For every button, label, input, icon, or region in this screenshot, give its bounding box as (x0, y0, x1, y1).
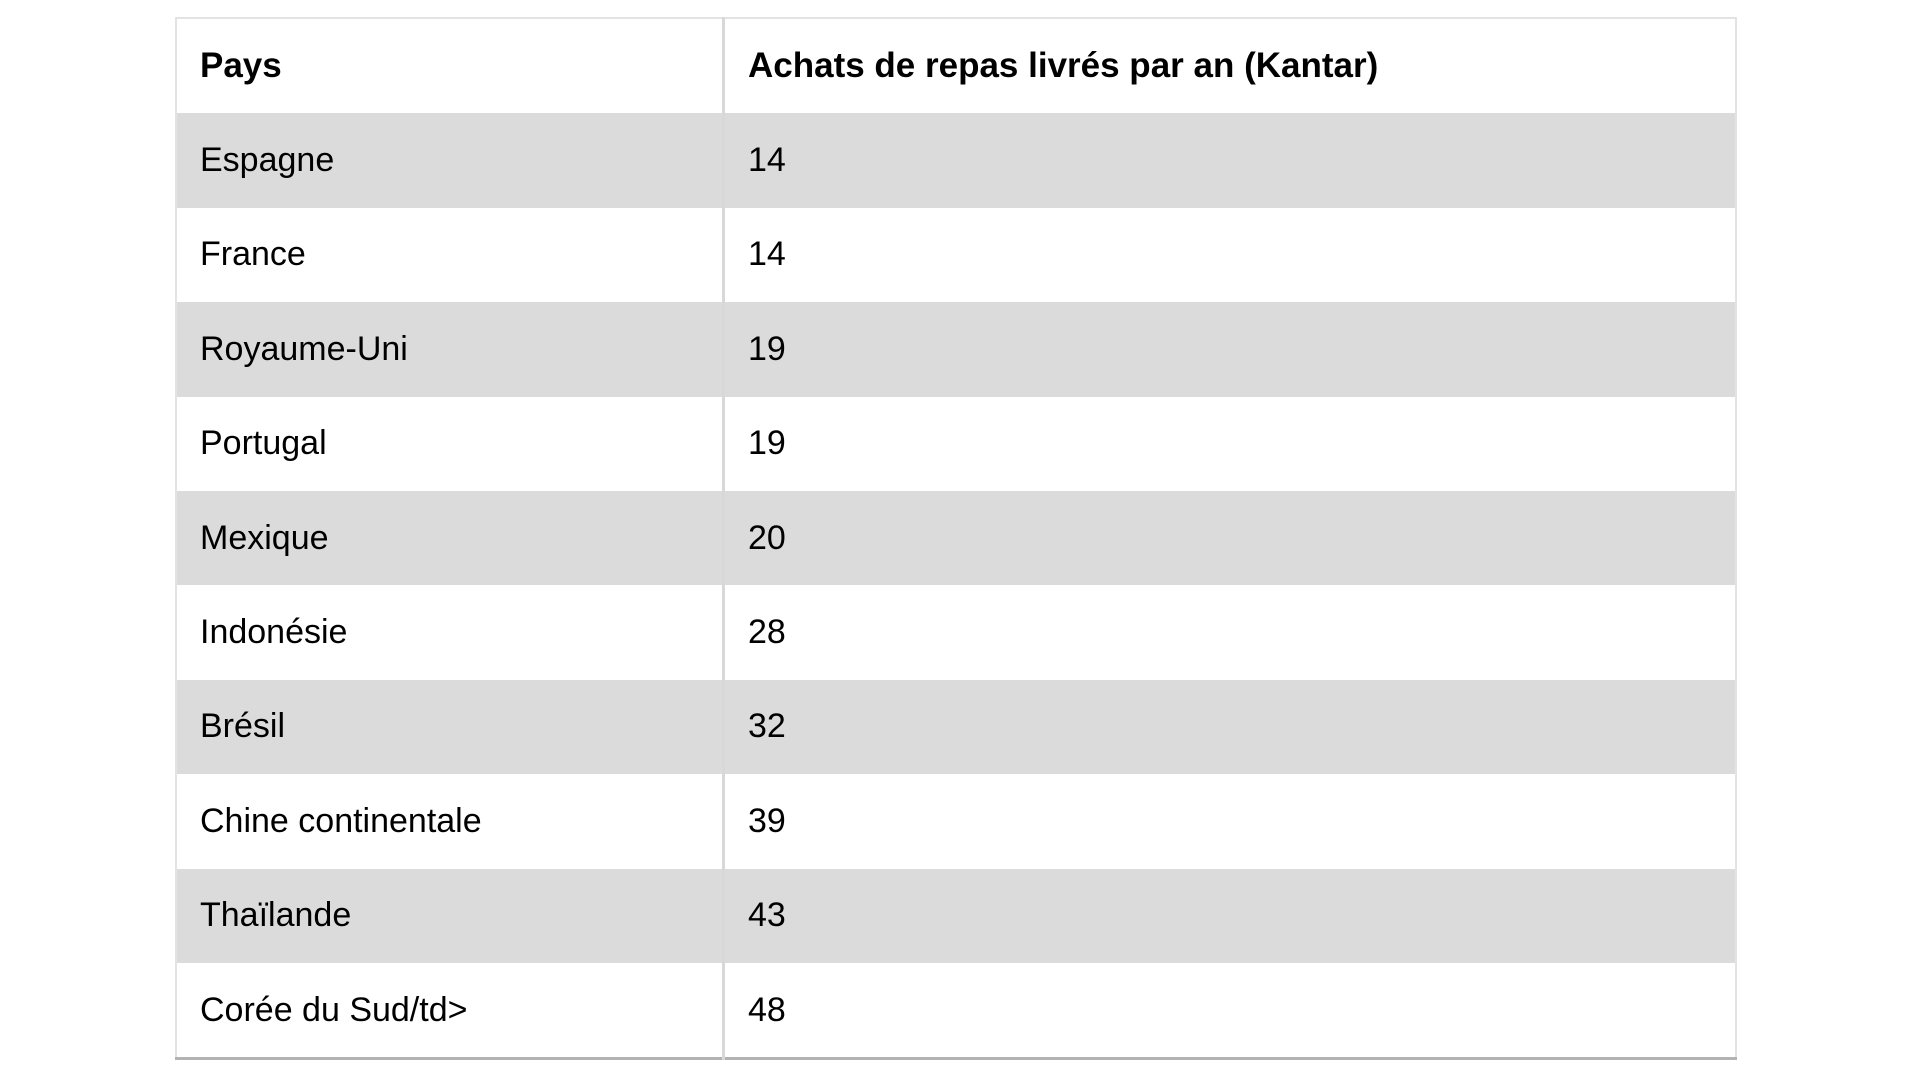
delivered-meals-table: Pays Achats de repas livrés par an (Kant… (175, 17, 1737, 1061)
table-row: Chine continentale 39 (176, 774, 1736, 869)
value-cell: 20 (723, 490, 1736, 586)
value-cell: 43 (723, 868, 1736, 963)
country-cell: France (176, 207, 725, 303)
table-row: Thaïlande 43 (176, 868, 1736, 963)
country-cell: Chine continentale (176, 774, 725, 869)
table-row: France 14 (176, 207, 1736, 303)
country-cell: Espagne (176, 113, 725, 208)
country-cell: Indonésie (176, 585, 725, 680)
table-row: Indonésie 28 (176, 585, 1736, 680)
table-row: Brésil 32 (176, 679, 1736, 775)
value-cell: 39 (723, 774, 1736, 869)
value-cell: 19 (723, 302, 1736, 397)
value-cell: 14 (723, 207, 1736, 303)
table-row: Corée du Sud/td> 48 (176, 962, 1736, 1059)
table-header: Pays Achats de repas livrés par an (Kant… (176, 18, 1736, 114)
table-row: Mexique 20 (176, 490, 1736, 586)
header-row: Pays Achats de repas livrés par an (Kant… (176, 18, 1736, 114)
value-cell: 19 (723, 396, 1736, 491)
table-row: Portugal 19 (176, 396, 1736, 491)
value-cell: 48 (723, 962, 1736, 1059)
table-body: Espagne 14 France 14 Royaume-Uni 19 Port… (176, 113, 1736, 1059)
table-row: Espagne 14 (176, 113, 1736, 208)
table-row: Royaume-Uni 19 (176, 302, 1736, 397)
country-cell: Thaïlande (176, 868, 725, 963)
country-cell: Corée du Sud/td> (176, 962, 725, 1059)
value-cell: 28 (723, 585, 1736, 680)
column-header-pays: Pays (176, 18, 725, 114)
column-header-achats: Achats de repas livrés par an (Kantar) (723, 18, 1736, 114)
value-cell: 32 (723, 679, 1736, 775)
value-cell: 14 (723, 113, 1736, 208)
country-cell: Portugal (176, 396, 725, 491)
country-cell: Royaume-Uni (176, 302, 725, 397)
delivered-meals-table-container: Pays Achats de repas livrés par an (Kant… (175, 17, 1737, 1061)
country-cell: Brésil (176, 679, 725, 775)
country-cell: Mexique (176, 490, 725, 586)
